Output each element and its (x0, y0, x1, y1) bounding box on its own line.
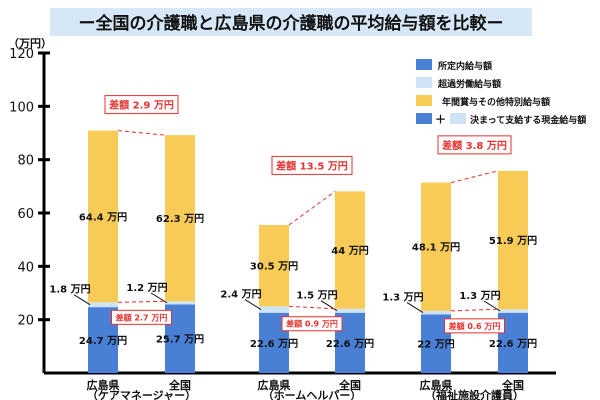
total-difference-label: 差額 2.9 万円 (109, 99, 174, 112)
bar-segment-overtime (498, 309, 528, 313)
base-value-label: 24.7 万円 (79, 335, 127, 347)
regular-difference-box (281, 316, 343, 332)
total-difference-label: 差額 3.8 万円 (442, 139, 507, 152)
bar-segment-overtime (421, 310, 451, 315)
overtime-value-label: 2.4 万円 (220, 289, 261, 301)
category-label: 全国 (168, 378, 191, 392)
total-difference-label: 差額 13.5 万円 (276, 159, 348, 172)
category-group-label: （ケアマネージャー） (87, 389, 196, 400)
bar-segment-bonus (259, 225, 289, 307)
total-difference-box (271, 155, 353, 175)
y-tick-label: 120 (9, 47, 34, 62)
overtime-leader-line (320, 300, 338, 312)
bonus-value-label: 44 万円 (331, 245, 368, 257)
bonus-value-label: 51.9 万円 (489, 235, 537, 247)
y-tick-label: 100 (9, 100, 34, 115)
regular-difference-label: 差額 2.7 万円 (115, 312, 168, 322)
regular-difference-box (444, 318, 505, 334)
bonus-value-label: 30.5 万円 (250, 261, 298, 273)
bar-segment-overtime (259, 306, 289, 313)
legend-swatch (416, 95, 432, 106)
regular-difference-box (111, 309, 172, 325)
overtime-value-label: 1.5 万円 (296, 290, 337, 302)
bar-segment-bonus (165, 135, 195, 302)
bar-segment-overtime (88, 302, 118, 308)
regular-difference-line (450, 308, 499, 312)
legend-label: 年間賞与その他特別給与額 (442, 96, 550, 108)
y-tick-label: 60 (17, 207, 34, 222)
category-label: 全国 (501, 378, 524, 392)
overtime-leader-line (406, 302, 424, 314)
category-label: 広島県 (87, 378, 120, 392)
regular-difference-line (117, 300, 166, 303)
base-value-label: 22 万円 (417, 339, 454, 351)
bonus-value-label: 48.1 万円 (412, 242, 460, 254)
y-tick-label: 40 (17, 260, 34, 275)
regular-difference-label: 差額 0.6 万円 (448, 321, 501, 331)
category-label: 全国 (338, 378, 361, 392)
bonus-value-label: 64.4 万円 (79, 211, 127, 223)
y-axis-unit: （万円） (8, 37, 52, 50)
bar-segment-bonus (335, 191, 365, 309)
overtime-value-label: 1.8 万円 (49, 284, 90, 296)
bar-segment-overtime (335, 308, 365, 313)
bonus-value-label: 62.3 万円 (156, 213, 204, 225)
regular-difference-label: 差額 0.9 万円 (285, 319, 338, 329)
overtime-value-label: 1.3 万円 (382, 292, 423, 304)
total-difference-box (104, 95, 179, 115)
total-difference-line (450, 170, 499, 184)
legend-label: 超過労働給与額 (437, 78, 501, 90)
legend-swatch (416, 77, 432, 88)
bar-segment-bonus (421, 182, 451, 311)
category-group-label: （ホームヘルパー） (263, 389, 362, 400)
overtime-leader-line (150, 292, 168, 304)
overtime-leader-line (73, 294, 91, 306)
legend-label: 所定内給与額 (438, 60, 492, 72)
overtime-leader-line (483, 300, 501, 312)
total-difference-line (117, 130, 166, 136)
base-value-label: 25.7 万円 (156, 334, 204, 346)
y-tick-label: 80 (17, 154, 34, 169)
base-value-label: 22.6 万円 (326, 338, 374, 350)
overtime-leader-line (244, 299, 262, 310)
legend-plus: ＋ (435, 113, 446, 126)
bar-segment-bonus (88, 130, 118, 303)
legend-swatch (450, 113, 466, 124)
total-difference-line (288, 190, 336, 226)
overtime-value-label: 1.3 万円 (459, 290, 500, 302)
category-label: 広島県 (258, 378, 291, 392)
base-value-label: 22.6 万円 (489, 338, 537, 350)
regular-difference-line (288, 305, 336, 310)
legend-label: 決まって支給する現金給与額 (470, 114, 586, 126)
overtime-value-label: 1.2 万円 (126, 282, 167, 294)
bar-segment-overtime (165, 301, 195, 305)
title-background (50, 8, 532, 36)
chart-title: ー全国の介護職と広島県の介護職の平均給与額を比較ー (79, 13, 504, 34)
total-difference-box (437, 135, 512, 155)
base-value-label: 22.6 万円 (250, 338, 298, 350)
category-label: 広島県 (420, 378, 453, 392)
legend-swatch (416, 113, 432, 124)
y-tick-label: 20 (17, 314, 34, 329)
category-group-label: （福祉施設介護員） (425, 388, 524, 400)
legend-swatch (416, 59, 432, 70)
bar-segment-bonus (498, 170, 528, 310)
